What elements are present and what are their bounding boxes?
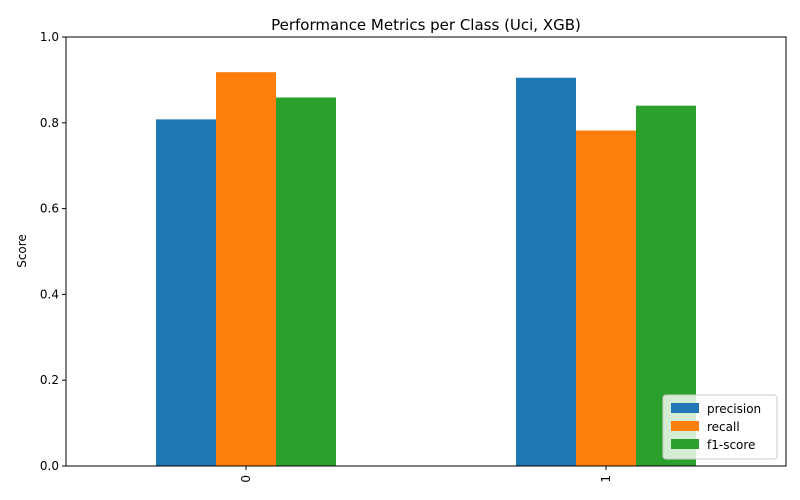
legend: precision recall f1-score	[662, 394, 778, 460]
bar-precision-class-1	[516, 77, 576, 466]
bar-precision-class-0	[156, 119, 216, 467]
bar-recall-class-0	[216, 72, 276, 466]
bars-layer	[156, 72, 696, 467]
x-tick-label: 1	[599, 475, 613, 483]
chart-title: Performance Metrics per Class (Uci, XGB)	[271, 16, 581, 34]
y-axis-label: Score	[15, 234, 29, 268]
y-tick-label: 0.6	[40, 202, 59, 216]
legend-label-recall: recall	[707, 420, 740, 434]
legend-label-f1-score: f1-score	[707, 438, 755, 452]
plot-frame	[65, 36, 787, 467]
y-tick-label: 0.2	[40, 373, 59, 387]
bar-recall-class-1	[576, 130, 636, 466]
y-tick-label: 0.8	[40, 116, 59, 130]
y-tick-label: 1.0	[40, 30, 59, 44]
y-tick-label: 0.4	[40, 287, 59, 301]
legend-swatch-f1-score	[671, 439, 699, 449]
axes-layer: 0.0 0.2 0.4 0.6 0.8 1.0 0 1	[40, 30, 787, 483]
x-tick-label: 0	[239, 475, 253, 483]
legend-label-precision: precision	[707, 402, 761, 416]
y-tick-label: 0.0	[40, 459, 59, 473]
bar-f1-score-class-0	[276, 97, 336, 466]
legend-swatch-recall	[671, 421, 699, 431]
legend-swatch-precision	[671, 403, 699, 413]
